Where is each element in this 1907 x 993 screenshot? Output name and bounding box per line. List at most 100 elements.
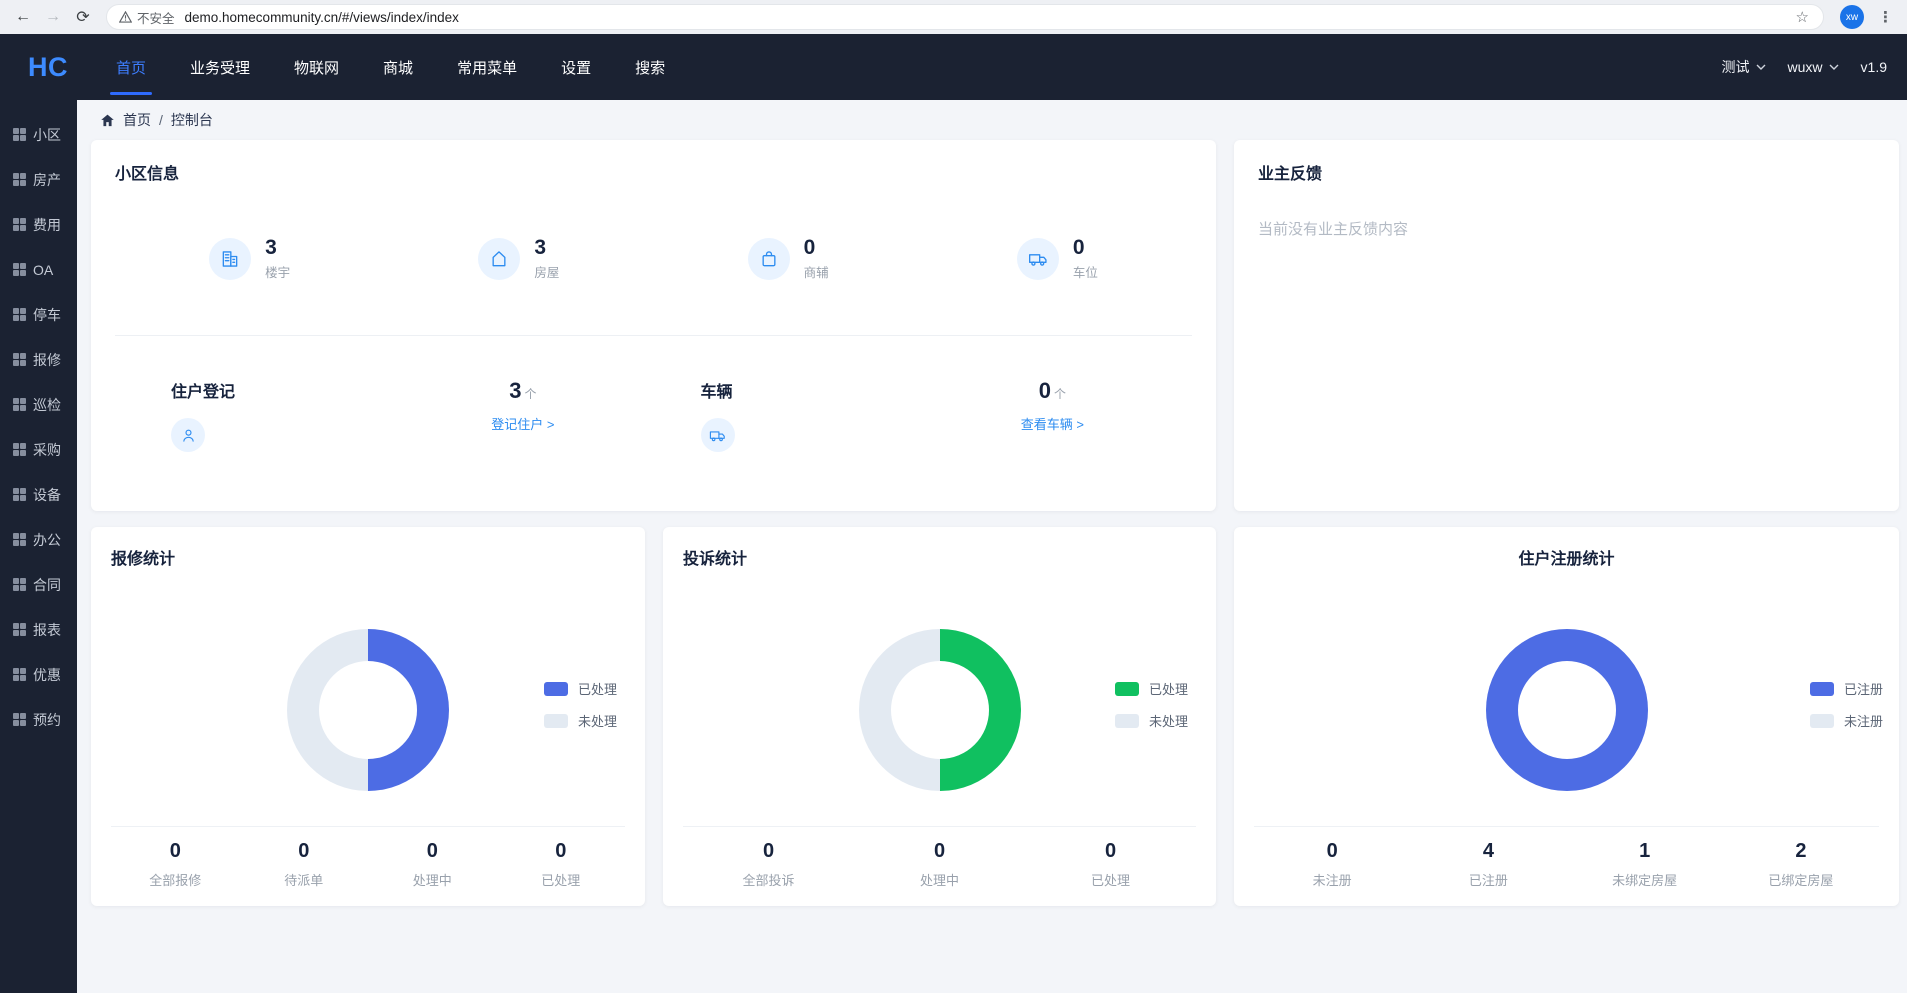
breadcrumb-home[interactable]: 首页 <box>123 112 151 128</box>
user-name: wuxw <box>1787 59 1823 75</box>
bookmark-star-icon[interactable]: ☆ <box>1795 9 1809 26</box>
chart-stats-row: 0 全部投诉 0 处理中 0 已处理 <box>683 826 1196 906</box>
grid-icon <box>13 713 26 726</box>
legend-item-processed[interactable]: 已处理 <box>543 679 617 698</box>
sidebar-item-parking[interactable]: 停车 <box>0 292 77 337</box>
sidebar-item-devices[interactable]: 设备 <box>0 472 77 517</box>
site-security-chip[interactable]: 不安全 <box>119 8 185 27</box>
view-vehicles-link[interactable]: 查看车辆 > <box>1020 417 1084 433</box>
grid-icon <box>13 218 26 231</box>
sidebar-item-property[interactable]: 房产 <box>0 157 77 202</box>
register-resident-link[interactable]: 登记住户 > <box>491 417 555 433</box>
sidebar-item-contract[interactable]: 合同 <box>0 562 77 607</box>
legend-swatch <box>543 681 568 696</box>
section-unit: 个 <box>1054 387 1067 402</box>
header-right: 测试 wuxw v1.9 <box>1722 57 1907 77</box>
chart-stat: 0 处理中 <box>919 840 959 888</box>
grid-icon <box>13 173 26 186</box>
grid-icon <box>13 398 26 411</box>
chart-stat: 1 未绑定房屋 <box>1612 840 1678 888</box>
stat-houses: 3 房屋 <box>384 236 653 281</box>
breadcrumb-current: 控制台 <box>170 112 213 128</box>
legend-swatch <box>1114 713 1139 728</box>
browser-forward-button[interactable]: → <box>45 8 61 25</box>
stat-value: 3 <box>265 236 277 259</box>
user-dropdown[interactable]: wuxw <box>1788 59 1839 75</box>
browser-profile-avatar[interactable]: xw <box>1840 5 1864 29</box>
section-value: 3 <box>509 378 522 404</box>
repair-stats-card: 报修统计 已处理 未处理 0 全部报修 0 待派单 0 处理中 0 已处理 <box>91 527 645 906</box>
legend-item-unprocessed[interactable]: 未处理 <box>1114 711 1188 730</box>
url-text[interactable]: demo.homecommunity.cn/#/views/index/inde… <box>184 9 459 25</box>
tab-iot[interactable]: 物联网 <box>294 59 340 77</box>
breadcrumb: 首页 / 控制台 <box>77 100 1907 140</box>
stat-value: 0 <box>803 236 816 259</box>
stat-label: 车位 <box>1072 266 1098 281</box>
building-icon <box>209 237 252 280</box>
community-stats-row: 3 楼宇 3 房屋 0 商辅 <box>115 236 1192 281</box>
grid-icon <box>13 623 26 636</box>
sidebar-item-repair[interactable]: 报修 <box>0 337 77 382</box>
sidebar-item-office[interactable]: 办公 <box>0 517 77 562</box>
browser-reload-button[interactable]: ⟳ <box>76 9 90 26</box>
top-nav: 首页 业务受理 物联网 商城 常用菜单 设置 搜索 <box>94 34 687 100</box>
chart-stat: 0 待派单 <box>284 840 324 888</box>
tab-search[interactable]: 搜索 <box>635 59 666 77</box>
legend-item-unprocessed[interactable]: 未处理 <box>543 711 617 730</box>
house-icon <box>478 237 521 280</box>
tab-business[interactable]: 业务受理 <box>190 59 251 77</box>
tab-home[interactable]: 首页 <box>94 34 168 100</box>
browser-menu-icon[interactable]: ⋮ <box>1878 9 1893 26</box>
legend-swatch <box>1809 681 1834 696</box>
section-value: 0 <box>1038 378 1051 404</box>
grid-icon <box>13 308 26 321</box>
app-version: v1.9 <box>1860 59 1887 75</box>
app-logo[interactable]: HC <box>28 51 68 82</box>
chart-stat: 2 已绑定房屋 <box>1768 840 1834 888</box>
home-icon <box>101 114 114 126</box>
legend-swatch <box>1809 713 1834 728</box>
tab-settings[interactable]: 设置 <box>561 59 592 77</box>
sidebar-item-appointment[interactable]: 预约 <box>0 697 77 742</box>
stat-value: 0 <box>1072 236 1085 259</box>
org-dropdown[interactable]: 测试 <box>1722 57 1766 77</box>
sidebar-item-oa[interactable]: OA <box>0 247 77 292</box>
registration-donut-chart <box>1485 629 1648 791</box>
chart-legend: 已处理 未处理 <box>543 679 617 730</box>
truck-icon <box>700 418 735 453</box>
sidebar-item-fees[interactable]: 费用 <box>0 202 77 247</box>
card-title: 小区信息 <box>115 166 180 183</box>
grid-icon <box>13 533 26 546</box>
chart-legend: 已处理 未处理 <box>1114 679 1188 730</box>
sidebar-item-community[interactable]: 小区 <box>0 112 77 157</box>
grid-icon <box>13 578 26 591</box>
stat-label: 楼宇 <box>265 266 291 281</box>
security-label: 不安全 <box>137 11 175 26</box>
tab-common-menu[interactable]: 常用菜单 <box>457 59 518 77</box>
complaint-stats-card: 投诉统计 已处理 未处理 0 全部投诉 0 处理中 0 已处理 <box>663 527 1216 906</box>
browser-back-button[interactable]: ← <box>15 8 31 25</box>
warning-icon <box>119 11 132 23</box>
chart-stat: 0 未注册 <box>1312 840 1352 888</box>
sidebar-item-inspection[interactable]: 巡检 <box>0 382 77 427</box>
divider <box>115 335 1192 337</box>
browser-toolbar: ← → ⟳ 不安全 demo.homecommunity.cn/#/views/… <box>0 0 1907 34</box>
legend-swatch <box>1114 681 1139 696</box>
sidebar-item-report[interactable]: 报表 <box>0 607 77 652</box>
sidebar-item-purchase[interactable]: 采购 <box>0 427 77 472</box>
stat-buildings: 3 楼宇 <box>115 236 384 281</box>
chart-stat: 4 已注册 <box>1468 840 1508 888</box>
legend-item-registered[interactable]: 已注册 <box>1809 679 1883 698</box>
legend-item-processed[interactable]: 已处理 <box>1114 679 1188 698</box>
legend-item-unregistered[interactable]: 未注册 <box>1809 711 1883 730</box>
grid-icon <box>13 668 26 681</box>
tab-mall[interactable]: 商城 <box>383 59 414 77</box>
feedback-empty-text: 当前没有业主反馈内容 <box>1258 221 1409 238</box>
complaint-donut-chart <box>858 629 1021 791</box>
stat-parking: 0 车位 <box>923 236 1192 281</box>
sidebar: 小区 房产 费用 OA 停车 报修 巡检 采购 设备 办公 合同 报表 优惠 预… <box>0 100 77 993</box>
chart-stat: 0 已处理 <box>541 840 581 888</box>
sidebar-item-discount[interactable]: 优惠 <box>0 652 77 697</box>
address-bar[interactable]: 不安全 demo.homecommunity.cn/#/views/index/… <box>106 4 1824 30</box>
